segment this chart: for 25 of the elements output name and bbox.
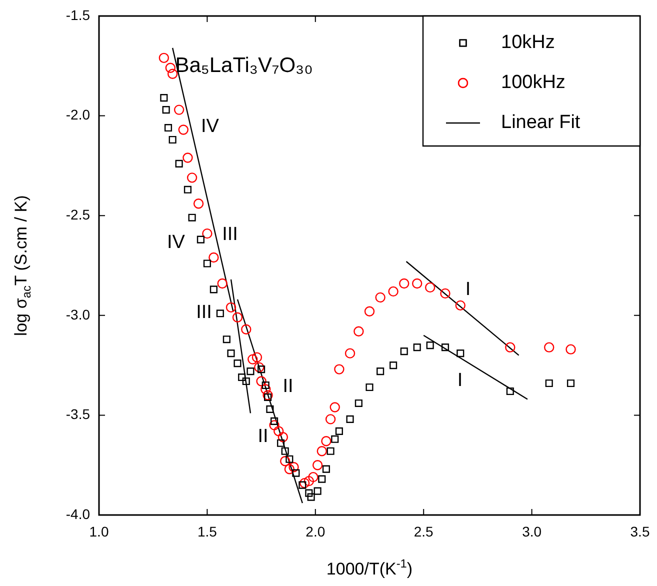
- x-tick-label: 2.0: [306, 523, 326, 540]
- annotation: II: [258, 426, 268, 448]
- y-tick-label: -1.5: [66, 6, 90, 23]
- x-tick-label: 3.5: [630, 523, 650, 540]
- y-tick-label: -4.0: [66, 506, 90, 522]
- x-tick-label: 2.5: [414, 523, 434, 540]
- annotation: IV: [167, 232, 186, 254]
- annotation: III: [196, 302, 212, 324]
- annotation: I: [457, 370, 463, 392]
- legend-label: 10kHz: [501, 32, 555, 54]
- y-tick-label: -3.0: [66, 306, 90, 322]
- annotation: IV: [201, 116, 220, 138]
- annotation: I: [465, 279, 471, 300]
- y-tick-label: -2.5: [66, 206, 90, 222]
- legend-label: Linear Fit: [501, 112, 581, 134]
- x-tick-label: 1.5: [197, 523, 218, 540]
- annotation: III: [222, 224, 238, 246]
- y-axis-title: log σacT (S.cm / K): [12, 195, 34, 336]
- x-tick-label: 1.0: [89, 523, 109, 540]
- x-tick-label: 3.0: [522, 523, 542, 540]
- legend-label: 100kHz: [501, 72, 566, 94]
- text: Ba₅LaTi₃V₇O₃₀: [175, 54, 313, 77]
- annotation: II: [282, 376, 294, 398]
- y-tick-label: -2.0: [66, 106, 90, 123]
- y-tick-label: -3.5: [66, 406, 90, 422]
